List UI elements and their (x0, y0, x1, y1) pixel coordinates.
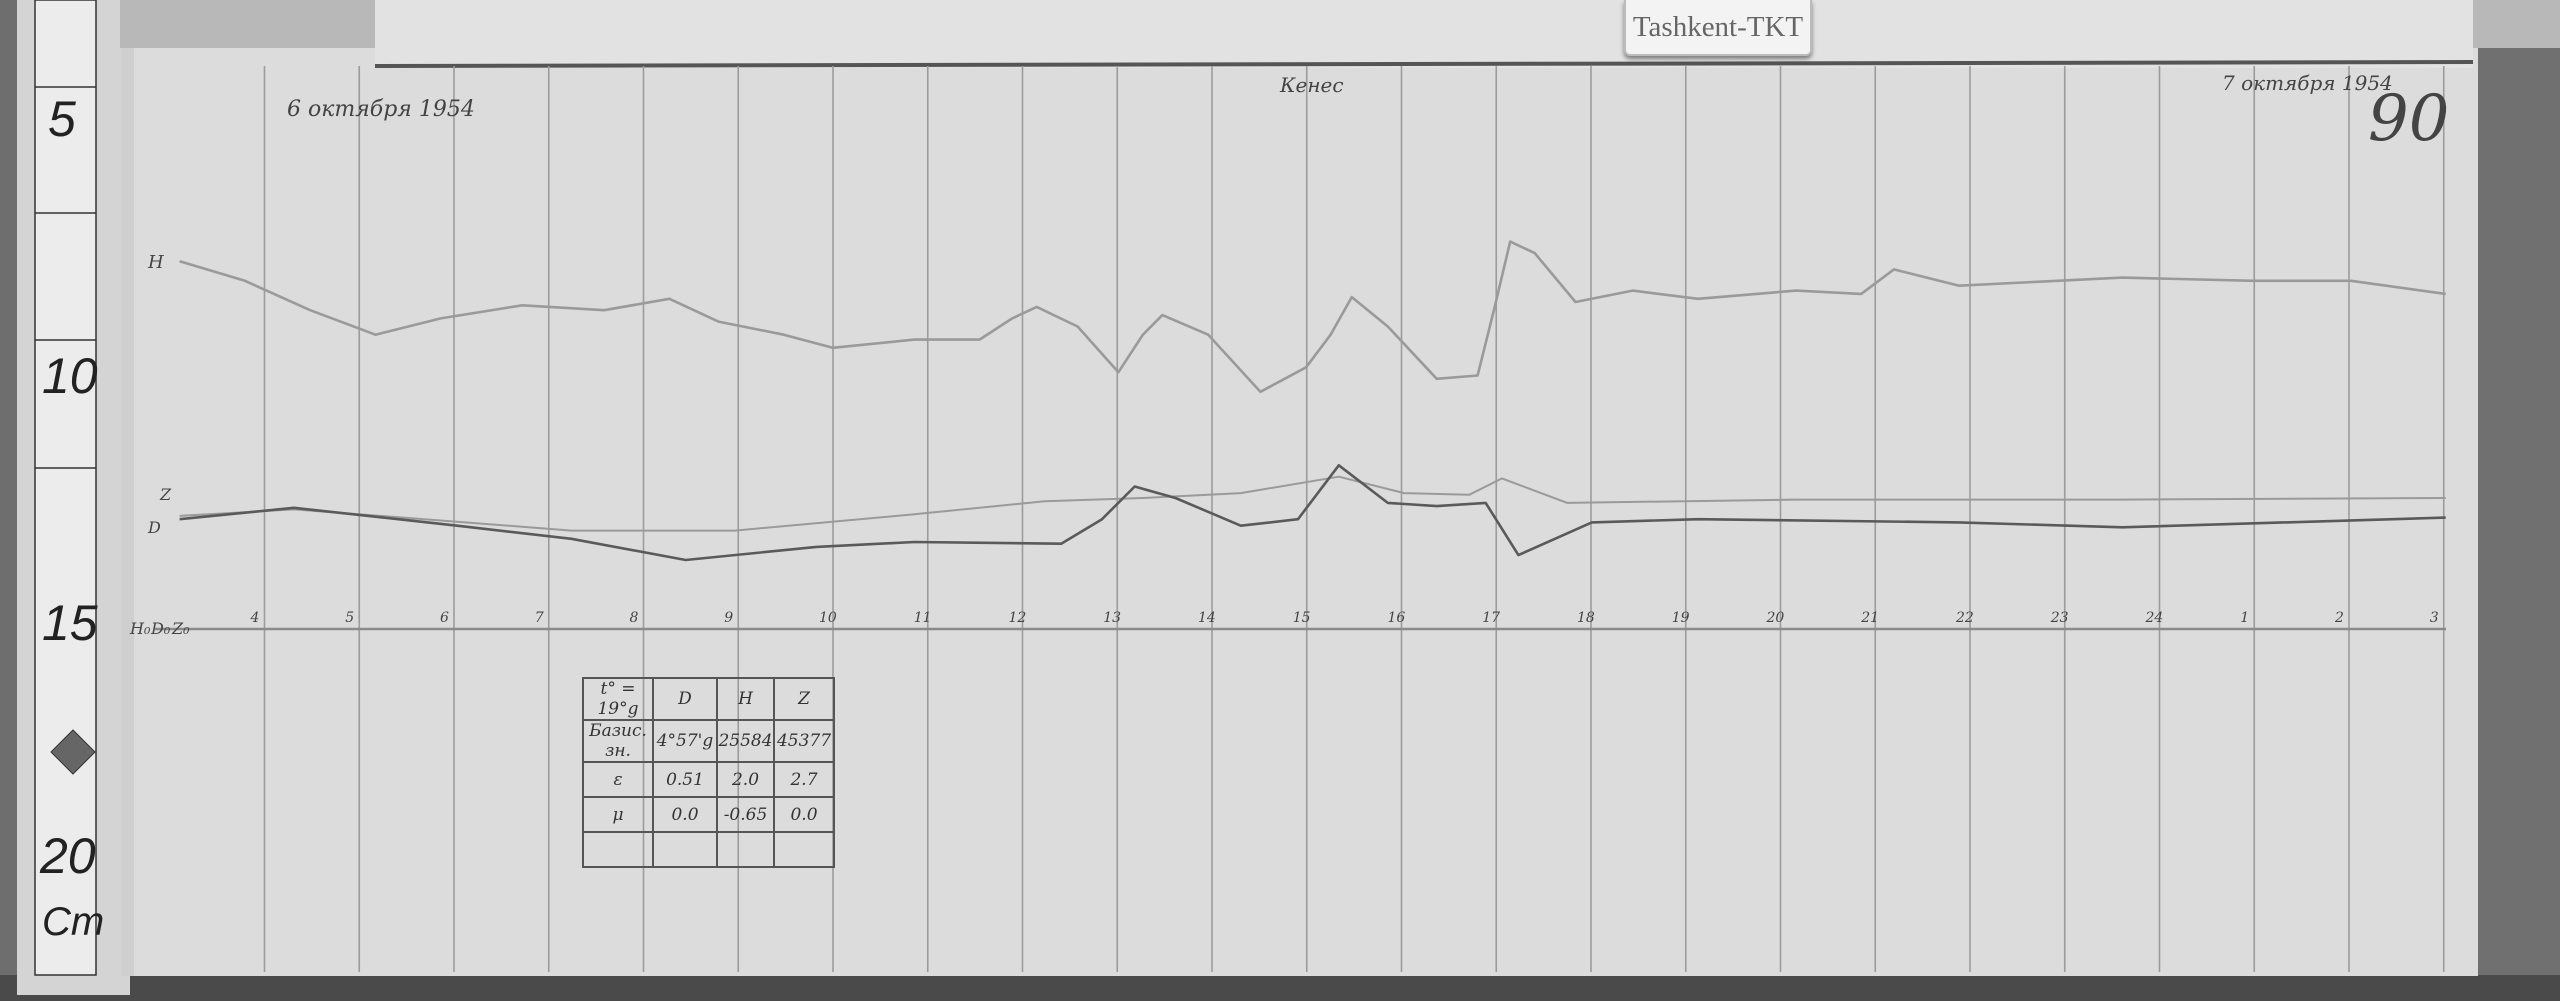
table-cell (716, 831, 775, 868)
hour-label: 13 (1103, 610, 1121, 626)
hour-label: 5 (345, 610, 354, 626)
table-cell: H (716, 677, 775, 721)
hour-label: 11 (914, 610, 932, 626)
ruler-mark-5: 5 (48, 91, 76, 147)
hour-label: 21 (1860, 610, 1879, 626)
z-trace (179, 475, 2446, 532)
table-cell: ε (582, 761, 654, 798)
hour-label: 12 (1009, 610, 1027, 626)
table-cell: 2.0 (716, 761, 775, 798)
hour-label: 8 (630, 610, 639, 626)
table-cell: 45377 (773, 719, 835, 763)
hour-label: 22 (1955, 610, 1974, 626)
ruler-unit: Cm (42, 900, 104, 944)
hour-label: 16 (1388, 610, 1406, 626)
hour-label: 1 (2240, 610, 2249, 626)
table-row: t° = 19°g D H Z (582, 677, 835, 721)
table-cell (773, 831, 835, 868)
table-cell: -0.65 (716, 796, 775, 833)
hour-label: 3 (2430, 610, 2439, 626)
cover-edge-line (374, 60, 2474, 68)
ruler (34, 0, 97, 976)
hour-label: 17 (1482, 610, 1500, 626)
ruler-diamond-icon (50, 729, 96, 775)
baseline-values-table: t° = 19°g D H Z Базис. зн. 4°57'g 25584 … (582, 677, 835, 868)
paper-edge (122, 40, 134, 976)
table-cell: D (652, 677, 718, 721)
hour-label: 24 (2145, 610, 2164, 626)
hour-label: 23 (2050, 610, 2069, 626)
sheet-number: 90 (2368, 82, 2449, 156)
trace-label-h: H (147, 252, 164, 273)
baseline-label-z0: Z₀ (171, 619, 190, 638)
bottom-edge (0, 975, 2560, 1001)
hour-label: 10 (819, 610, 837, 626)
station-label: Tashkent-TKT (1624, 0, 1812, 56)
observer-name: Кенес (1279, 73, 1344, 97)
table-cell: t° = 19°g (582, 677, 654, 721)
trace-label-z: Z (159, 485, 172, 504)
hour-label: 20 (1766, 610, 1785, 626)
table-cell: 25584 (716, 719, 775, 763)
table-cell: 0.0 (773, 796, 835, 833)
date-start: 6 октября 1954 (287, 97, 475, 122)
hour-label: 18 (1577, 610, 1595, 626)
baseline-label-d0: D₀ (150, 619, 171, 638)
table-row (582, 831, 835, 868)
ruler-mark-15: 15 (42, 595, 98, 651)
chart-paper (122, 40, 2478, 976)
hour-label: 6 (440, 610, 449, 626)
ruler-mark-20: 20 (39, 828, 96, 884)
hour-label: 15 (1293, 610, 1311, 626)
d-trace (179, 463, 2446, 562)
table-cell: μ (582, 796, 654, 833)
hour-label: 4 (250, 610, 260, 626)
hour-label: 9 (724, 610, 733, 626)
date-end: 7 октября 1954 (2222, 71, 2393, 95)
table-cell: 2.7 (773, 761, 835, 798)
wood-right (2478, 0, 2560, 1001)
hour-label: 7 (535, 610, 544, 626)
table-row: Базис. зн. 4°57'g 25584 45377 (582, 719, 835, 763)
table-row: μ 0.0 -0.65 0.0 (582, 796, 835, 833)
table-row: ε 0.51 2.0 2.7 (582, 761, 835, 798)
table-cell: 0.0 (652, 796, 718, 833)
table-cell: Базис. зн. (582, 719, 654, 763)
table-cell (652, 831, 718, 868)
table-cell: Z (773, 677, 835, 721)
hour-label: 14 (1198, 610, 1216, 626)
hour-label: 2 (2334, 610, 2344, 626)
h-trace (179, 240, 2446, 394)
plastic-cover (375, 0, 2473, 68)
baseline-label-h0: H₀ (129, 619, 151, 638)
hour-label: 19 (1672, 610, 1690, 626)
table-cell: 0.51 (652, 761, 718, 798)
table-cell: 4°57'g (652, 719, 718, 763)
trace-label-d: D (147, 518, 161, 537)
ruler-mark-10: 10 (42, 348, 98, 404)
table-cell (582, 831, 654, 868)
